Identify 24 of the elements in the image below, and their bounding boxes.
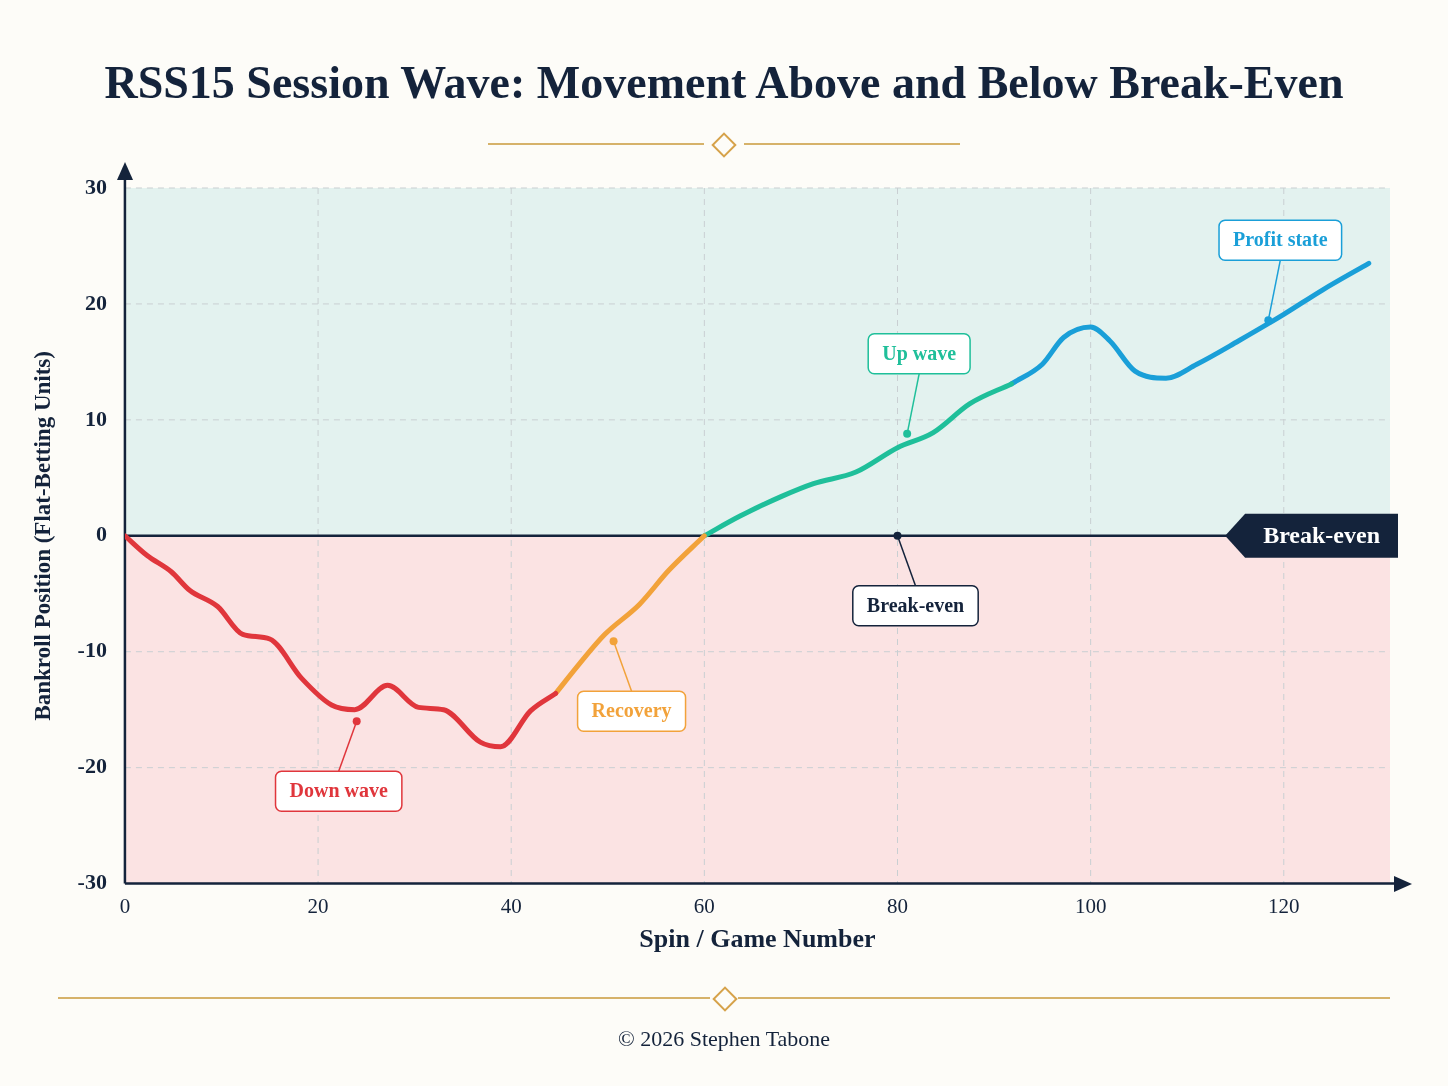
y-tick-label: -20 [77, 753, 107, 779]
x-tick-label: 100 [1074, 893, 1107, 918]
chart-title: RSS15 Session Wave: Movement Above and Below Break-Even [103, 56, 1345, 109]
x-tick-label: 0 [119, 893, 131, 918]
y-tick-label: 0 [95, 521, 107, 547]
x-tick-label: 60 [693, 893, 715, 918]
ref-line-label: Break-even [1263, 522, 1380, 548]
x-tick-label: 20 [307, 893, 329, 918]
y-tick-label: -30 [77, 869, 107, 895]
annotation: Recovery [591, 699, 672, 723]
annotation: Break-even [866, 593, 965, 616]
y-tick-label: -10 [77, 637, 107, 663]
text: © 2026 Stephen Tabone [617, 1025, 831, 1051]
x-axis-title: Spin / Game Number [639, 924, 876, 954]
annotation: Profit state [1233, 228, 1328, 251]
x-tick-label: 80 [886, 893, 908, 918]
annotation: Down wave [289, 779, 388, 802]
y-tick-label: 10 [84, 405, 107, 431]
y-tick-label: 20 [84, 289, 107, 315]
annotation: Up wave [882, 341, 957, 365]
x-tick-label: 40 [500, 893, 522, 918]
y-tick-label: 30 [84, 173, 107, 199]
y-axis-title: Bankroll Position (Flat-Betting Units) [29, 351, 55, 721]
x-tick-label: 120 [1268, 893, 1300, 918]
